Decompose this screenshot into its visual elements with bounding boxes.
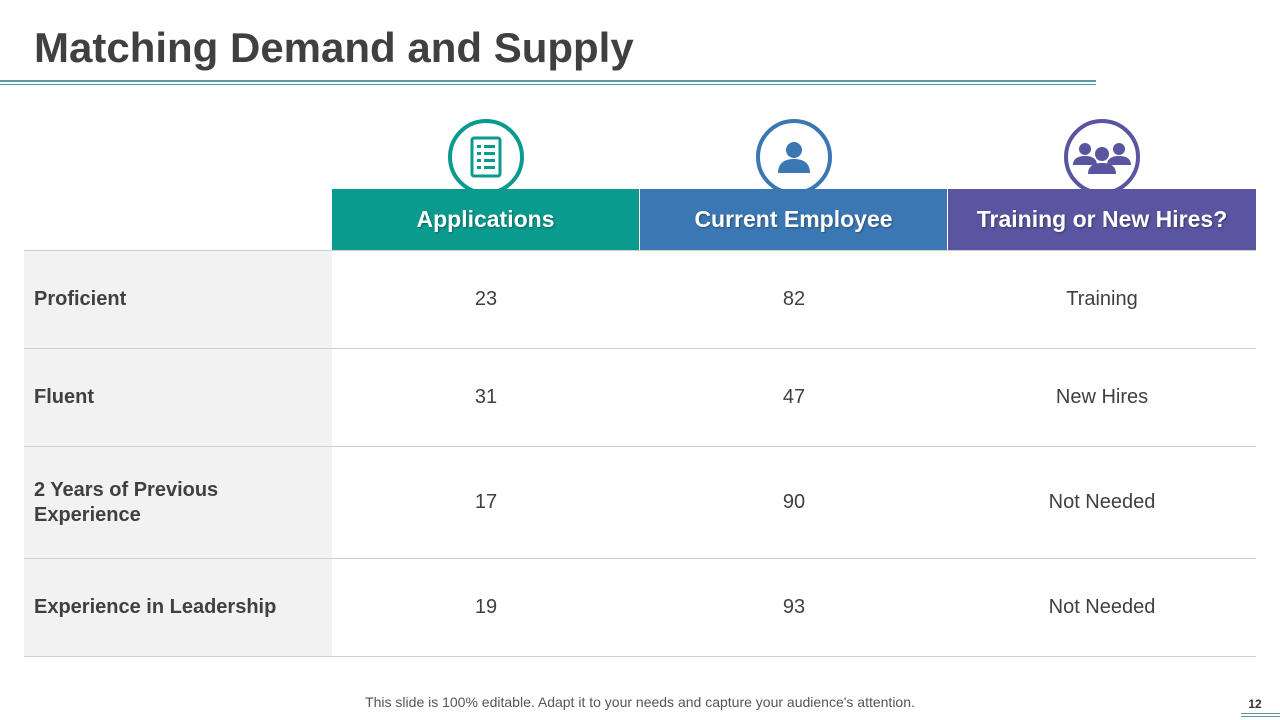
cell-proficient-training: Training: [1066, 288, 1138, 310]
title-underline-thin: [0, 84, 1096, 85]
row-divider: [24, 446, 1256, 447]
row-label-column: [24, 250, 332, 657]
footer-note: This slide is 100% editable. Adapt it to…: [365, 694, 915, 710]
applications-icon-circle: [448, 119, 524, 195]
current-employee-icon-circle: [756, 119, 832, 195]
person-icon: [778, 142, 810, 173]
header-current-employee: Current Employee: [640, 189, 947, 250]
cell-leadership-applications: 19: [474, 596, 498, 618]
row-label-proficient: Proficient: [34, 288, 127, 310]
cell-experience-applications: 17: [474, 491, 498, 513]
cell-proficient-current-employee: 82: [782, 288, 806, 310]
title-underline: [0, 80, 1096, 82]
slide-title: Matching Demand and Supply: [34, 24, 634, 71]
row-divider: [24, 250, 1256, 251]
row-divider: [24, 656, 1256, 657]
row-label-fluent: Fluent: [34, 386, 94, 408]
cell-experience-current-employee: 90: [782, 491, 806, 513]
cell-fluent-applications: 31: [474, 386, 498, 408]
cell-leadership-current-employee: 93: [782, 596, 806, 618]
page-number-rule-thin: [1241, 716, 1280, 717]
page-number-rule: [1241, 713, 1280, 714]
row-divider: [24, 558, 1256, 559]
group-icon: [1073, 143, 1131, 174]
header-training-or-new-hires: Training or New Hires?: [948, 189, 1256, 250]
checklist-icon: [470, 136, 502, 178]
cell-experience-training: Not Needed: [1048, 491, 1156, 513]
cell-leadership-training: Not Needed: [1048, 596, 1156, 618]
cell-fluent-current-employee: 47: [782, 386, 806, 408]
training-icon-circle: [1064, 119, 1140, 195]
page-number: 12: [1248, 697, 1262, 711]
cell-proficient-applications: 23: [474, 288, 498, 310]
row-divider: [24, 348, 1256, 349]
header-applications: Applications: [332, 189, 639, 250]
row-label-leadership: Experience in Leadership: [34, 596, 277, 618]
cell-fluent-training: New Hires: [1055, 386, 1149, 408]
row-label-previous-experience: 2 Years of Previous Experience: [34, 478, 219, 526]
